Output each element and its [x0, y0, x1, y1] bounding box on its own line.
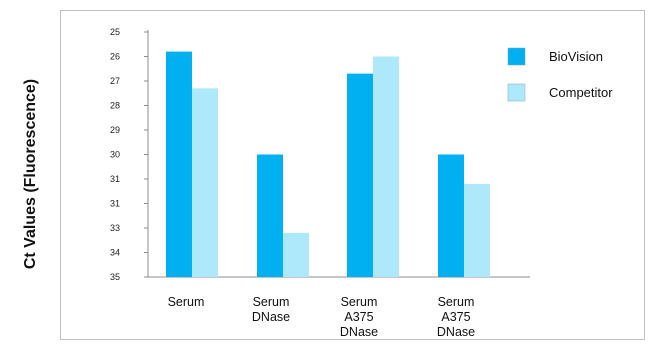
bar-competitor-1	[283, 232, 309, 277]
bar-biovision-0	[166, 51, 192, 277]
y-tick-label: 27	[110, 76, 120, 86]
bar-biovision-2	[347, 73, 373, 278]
y-tick-label: 33	[110, 223, 120, 233]
legend-swatch-competitor	[507, 83, 526, 102]
y-tick-label: 26	[110, 52, 120, 62]
y-tick-label: 30	[110, 150, 120, 160]
bar-competitor-0	[192, 88, 218, 277]
legend: BioVision Competitor	[507, 47, 613, 102]
x-axis-categories: Serum Serum DNase Serum A375 DNase Serum A375 DN…	[168, 295, 476, 339]
x-category-label: Serum	[168, 295, 205, 309]
y-axis-ticks: 25 26 27 28 29 30 31 31 33 34 35	[110, 27, 148, 282]
y-tick-label: 31	[110, 199, 120, 209]
y-tick-label: 25	[110, 27, 120, 37]
legend-label-biovision: BioVision	[549, 49, 603, 64]
y-tick-label: 34	[110, 248, 120, 258]
legend-swatch-biovision	[507, 47, 526, 66]
x-category-label: Serum A375 DNase	[437, 295, 475, 339]
y-tick-label: 35	[110, 272, 120, 282]
x-category-label: Serum A375 DNase	[340, 295, 378, 339]
chart-bars	[166, 51, 490, 278]
legend-label-competitor: Competitor	[549, 85, 613, 100]
y-tick-label: 29	[110, 125, 120, 135]
y-tick-label: 31	[110, 174, 120, 184]
y-tick-label: 28	[110, 101, 120, 111]
bar-competitor-2	[373, 56, 399, 277]
x-category-label: Serum DNase	[252, 295, 290, 324]
bar-biovision-3	[438, 154, 464, 277]
bar-biovision-1	[257, 154, 283, 277]
chart-frame	[60, 10, 645, 340]
bar-competitor-3	[464, 183, 490, 277]
